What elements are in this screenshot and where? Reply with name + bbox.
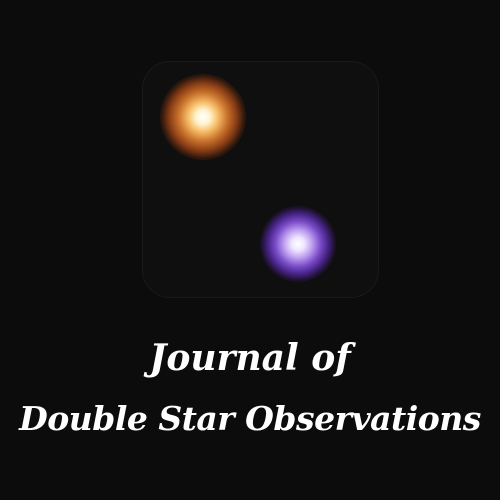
double-star-image [142, 61, 379, 298]
journal-title-line-2: Double Star Observations [19, 399, 481, 438]
secondary-star [260, 206, 336, 282]
primary-star [160, 74, 246, 160]
journal-title-line-1: Journal of [149, 337, 351, 379]
